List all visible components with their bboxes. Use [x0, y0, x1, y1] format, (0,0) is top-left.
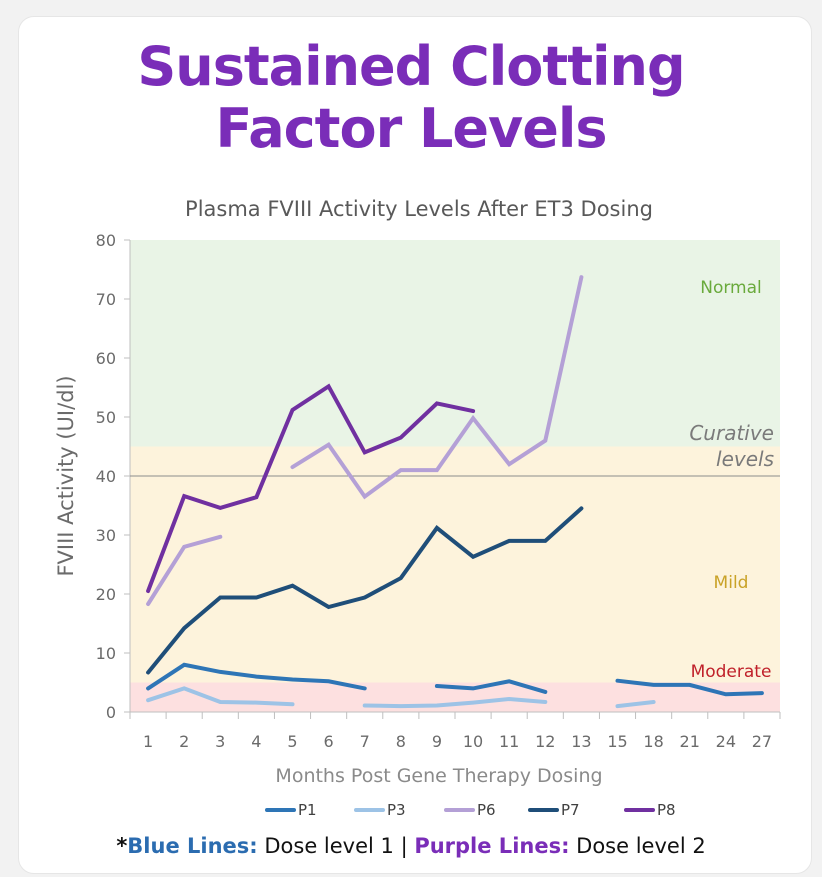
- x-tick-label: 15: [607, 732, 627, 751]
- headline: Sustained Clotting Factor Levels: [0, 36, 822, 160]
- x-tick-label: 8: [396, 732, 406, 751]
- zone-mild: [130, 446, 780, 683]
- y-tick-label: 60: [96, 349, 116, 368]
- zone-label-normal: Normal: [700, 278, 762, 298]
- zone-normal: [130, 240, 780, 447]
- legend-label-p7: P7: [561, 801, 580, 819]
- series-p6-segment-2: [290, 275, 584, 500]
- x-tick-label: 11: [499, 732, 519, 751]
- legend-label-p6: P6: [477, 801, 496, 819]
- chart-title: Plasma FVIII Activity Levels After ET3 D…: [185, 197, 653, 221]
- footnote-star: *: [116, 834, 128, 858]
- y-tick-label: 20: [96, 585, 116, 604]
- purple-lines-text: Dose level 2: [569, 834, 706, 858]
- x-tick-label: 24: [716, 732, 736, 751]
- y-tick-label: 40: [96, 467, 116, 486]
- series-p1-segment-3: [615, 678, 764, 697]
- x-tick-label: 21: [680, 732, 700, 751]
- y-tick-label: 30: [96, 526, 116, 545]
- x-tick-label: 2: [179, 732, 189, 751]
- legend-label-p3: P3: [387, 801, 406, 819]
- curative-label-line-2: levels: [716, 447, 774, 471]
- legend-label-p1: P1: [298, 801, 317, 819]
- series-p3-segment-3: [615, 700, 656, 709]
- series-p3-segment-2: [362, 696, 548, 709]
- x-tick-label: 5: [287, 732, 297, 751]
- headline-line-2: Factor Levels: [215, 97, 607, 160]
- y-tick-label: 50: [96, 408, 116, 427]
- x-tick-label: 13: [571, 732, 591, 751]
- x-tick-label: 7: [360, 732, 370, 751]
- series-p7-segment-1: [146, 506, 584, 675]
- y-tick-label: 80: [96, 231, 116, 250]
- x-tick-label: 10: [463, 732, 483, 751]
- x-tick-label: 12: [535, 732, 555, 751]
- series-p3-segment-1: [146, 686, 295, 707]
- x-tick-label: 3: [215, 732, 225, 751]
- curative-label-line-1: Curative: [689, 421, 774, 445]
- x-tick-label: 4: [251, 732, 261, 751]
- zone-label-mild: Mild: [714, 573, 749, 593]
- y-tick-label: 0: [106, 703, 116, 722]
- dose-footnote: *Blue Lines: Dose level 1 | Purple Lines…: [0, 834, 822, 858]
- blue-lines-label: Blue Lines:: [127, 834, 258, 858]
- x-tick-label: 9: [432, 732, 442, 751]
- blue-lines-text: Dose level 1 |: [257, 834, 415, 858]
- series-p1-segment-1: [146, 662, 367, 691]
- x-axis-label: Months Post Gene Therapy Dosing: [275, 765, 602, 787]
- x-tick-label: 18: [643, 732, 663, 751]
- zone-label-moderate: Moderate: [691, 662, 772, 682]
- series-p8-segment-1: [146, 383, 476, 593]
- x-tick-label: 27: [752, 732, 772, 751]
- headline-line-1: Sustained Clotting: [137, 35, 685, 98]
- x-tick-label: 1: [143, 732, 153, 751]
- series-p1-segment-2: [434, 679, 548, 694]
- series-p6-segment-1: [146, 534, 223, 606]
- legend-label-p8: P8: [657, 801, 676, 819]
- y-tick-label: 10: [96, 644, 116, 663]
- purple-lines-label: Purple Lines:: [414, 834, 570, 858]
- y-tick-label: 70: [96, 290, 116, 309]
- y-axis-label: FVIII Activity (UI/dl): [54, 375, 78, 576]
- x-tick-label: 6: [324, 732, 334, 751]
